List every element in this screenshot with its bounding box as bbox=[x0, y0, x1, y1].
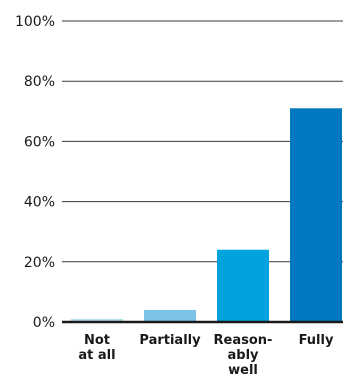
x-axis-category-labels: Not at all Partially Reason-ably well Fully bbox=[78, 333, 334, 378]
y-tick-label: 60% bbox=[24, 134, 55, 150]
y-axis-tick-labels: 0% 20% 40% 60% 80% 100% bbox=[15, 14, 55, 331]
y-tick-label: 20% bbox=[24, 255, 55, 271]
bar bbox=[290, 108, 342, 322]
category-label: Fully bbox=[299, 333, 334, 348]
bars bbox=[71, 108, 342, 322]
category-label: Not at all bbox=[78, 333, 115, 363]
y-tick-label: 80% bbox=[24, 74, 55, 90]
bar bbox=[71, 318, 123, 322]
category-label: Reason-ably well bbox=[214, 333, 273, 378]
y-tick-label: 100% bbox=[15, 14, 55, 30]
category-label: Partially bbox=[139, 333, 201, 348]
bar bbox=[217, 249, 269, 322]
y-tick-label: 40% bbox=[24, 195, 55, 211]
bar bbox=[144, 309, 196, 322]
y-tick-label: 0% bbox=[33, 315, 55, 331]
